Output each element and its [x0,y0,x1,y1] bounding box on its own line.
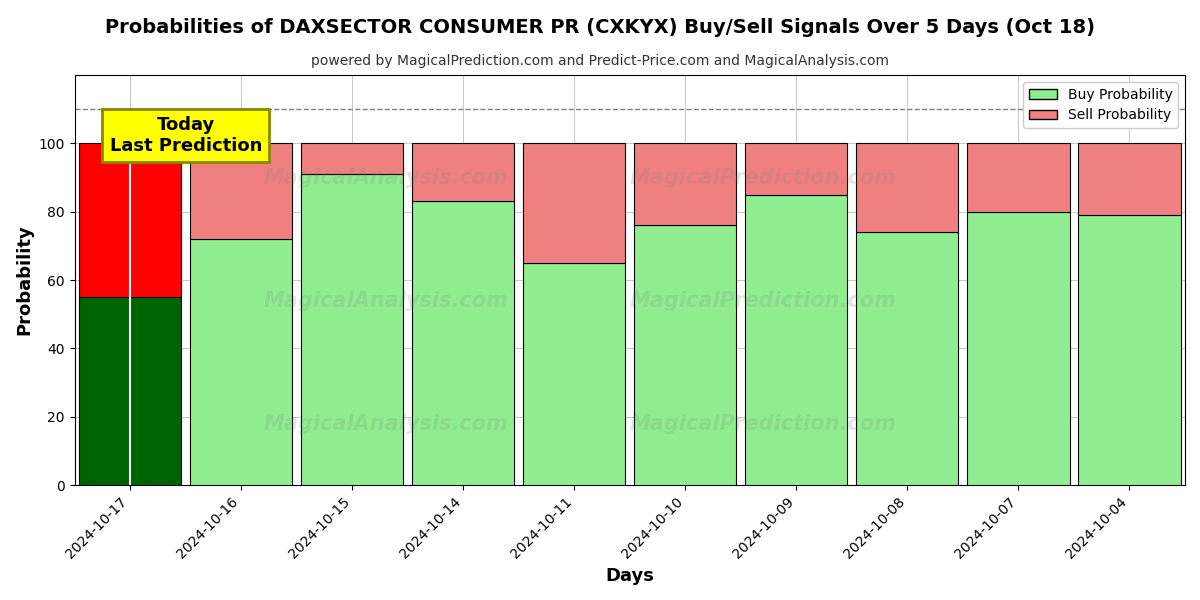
Bar [745,194,847,485]
Text: MagicalAnalysis.com: MagicalAnalysis.com [263,167,508,188]
Text: Probabilities of DAXSECTOR CONSUMER PR (CXKYX) Buy/Sell Signals Over 5 Days (Oct: Probabilities of DAXSECTOR CONSUMER PR (… [106,18,1096,37]
Bar [523,143,625,263]
Bar [412,143,515,202]
Text: Today
Last Prediction: Today Last Prediction [109,116,262,155]
Bar [857,143,959,232]
X-axis label: Days: Days [605,567,654,585]
Bar [79,297,181,485]
Bar [857,232,959,485]
Bar [967,212,1069,485]
Bar [745,143,847,194]
Bar [967,143,1069,212]
Bar [412,202,515,485]
Text: MagicalAnalysis.com: MagicalAnalysis.com [263,413,508,434]
Bar [1079,143,1181,215]
Bar [301,143,403,174]
Bar [1079,215,1181,485]
Text: MagicalPrediction.com: MagicalPrediction.com [630,167,896,188]
Bar [79,143,181,297]
Text: MagicalPrediction.com: MagicalPrediction.com [630,413,896,434]
Bar [635,226,737,485]
Bar [301,174,403,485]
Bar [190,239,293,485]
Bar [523,263,625,485]
Text: MagicalPrediction.com: MagicalPrediction.com [630,290,896,311]
Y-axis label: Probability: Probability [16,225,34,335]
Bar [635,143,737,226]
Text: MagicalAnalysis.com: MagicalAnalysis.com [263,290,508,311]
Text: powered by MagicalPrediction.com and Predict-Price.com and MagicalAnalysis.com: powered by MagicalPrediction.com and Pre… [311,54,889,68]
Legend: Buy Probability, Sell Probability: Buy Probability, Sell Probability [1024,82,1178,128]
Bar [190,143,293,239]
